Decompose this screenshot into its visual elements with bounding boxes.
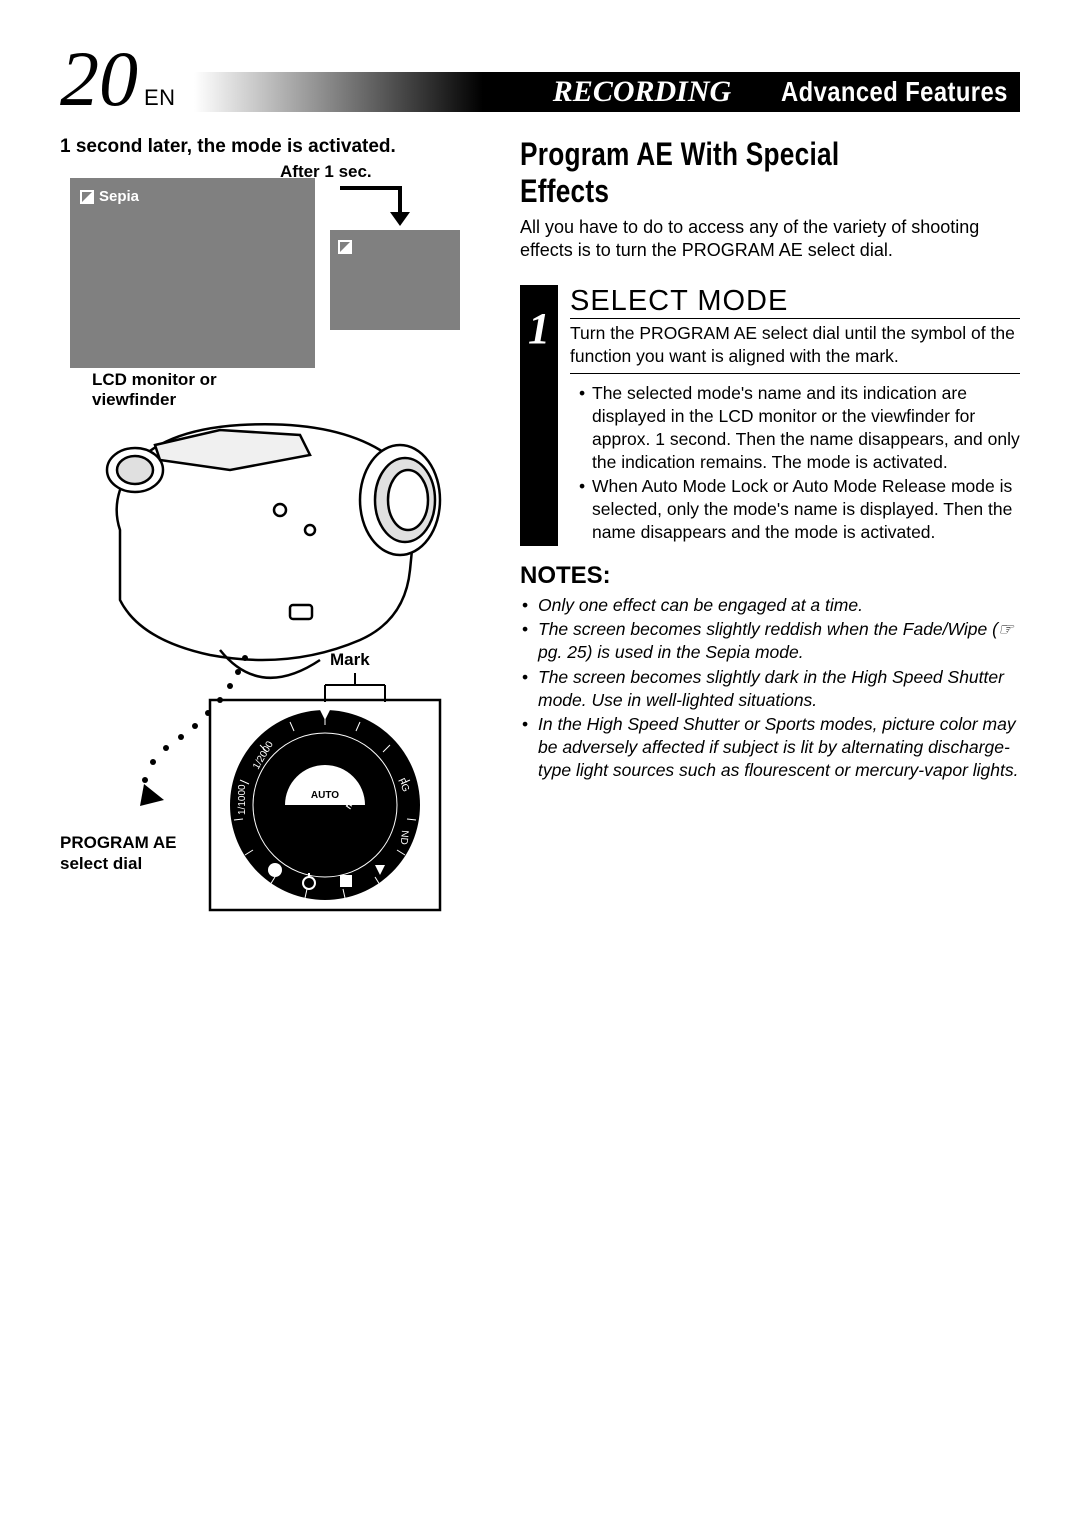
step-paragraph: Turn the PROGRAM AE select dial until th… [570, 322, 1020, 375]
header-bar: RECORDING Advanced Features [194, 72, 1020, 112]
step-body: SELECT MODE Turn the PROGRAM AE select d… [570, 285, 1020, 546]
page-header: 20 EN RECORDING Advanced Features [60, 40, 1020, 118]
sepia-icon-small [338, 238, 352, 254]
header-features: Advanced Features [781, 76, 1008, 108]
step-bullets: The selected mode's name and its indicat… [570, 382, 1020, 543]
page-number-value: 20 [60, 40, 138, 118]
programae-label: PROGRAM AE select dial [60, 832, 190, 875]
left-column: 1 second later, the mode is activated. A… [60, 136, 490, 930]
header-recording: RECORDING [553, 75, 731, 109]
sepia-text: Sepia [99, 188, 139, 205]
page-lang: EN [144, 85, 176, 111]
right-column: Program AE With Special Effects All you … [520, 136, 1020, 930]
step-1: 1 SELECT MODE Turn the PROGRAM AE select… [520, 285, 1020, 546]
notes-list: Only one effect can be engaged at a time… [520, 594, 1020, 782]
lcd-screen-large [70, 178, 315, 368]
note-item: Only one effect can be engaged at a time… [522, 594, 1020, 617]
step-bullet: When Auto Mode Lock or Auto Mode Release… [582, 475, 1020, 543]
svg-text:1/1000: 1/1000 [237, 784, 248, 815]
step-number: 1 [520, 285, 558, 546]
sepia-label: Sepia [80, 188, 139, 205]
note-item: The screen becomes slightly dark in the … [522, 666, 1020, 712]
mark-label: Mark [330, 650, 370, 670]
dial-group: LOCK LOCK RELEASE AUTO 1/2000 1/1000 FG … [210, 700, 440, 910]
camera-diagram: LOCK LOCK RELEASE AUTO 1/2000 1/1000 FG … [60, 400, 480, 930]
page-number: 20 EN [60, 40, 176, 118]
left-subtitle: 1 second later, the mode is activated. [60, 136, 490, 158]
notes-heading: NOTES: [520, 562, 1020, 590]
arrow-icon [330, 184, 430, 229]
step-bullet: The selected mode's name and its indicat… [582, 382, 1020, 473]
section-title: Program AE With Special Effects [520, 136, 930, 210]
intro-paragraph: All you have to do to access any of the … [520, 216, 1020, 263]
note-item: In the High Speed Shutter or Sports mode… [522, 713, 1020, 781]
svg-text:AUTO: AUTO [311, 790, 339, 801]
note-item: The screen becomes slightly reddish when… [522, 618, 1020, 664]
lcd-diagram: After 1 sec. Sepia LCD monitor or viewfi… [70, 170, 470, 400]
svg-text:ND: ND [398, 830, 410, 845]
sepia-icon [80, 190, 94, 204]
step-heading: SELECT MODE [570, 285, 1020, 319]
